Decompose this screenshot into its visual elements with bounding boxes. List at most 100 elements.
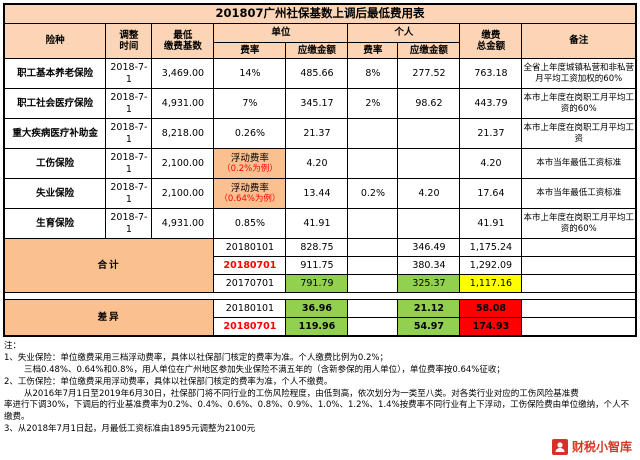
table-row-unemployment: 失业保险 2018-7-1 2,100.00 浮动费率 （0.64%为例） 13… (3, 178, 637, 209)
cell-unit-rate: 7% (213, 88, 287, 119)
cell-personal-amount (397, 148, 461, 179)
cell-base: 2,100.00 (151, 148, 215, 179)
cell-personal-rate (347, 148, 399, 179)
float-rate-example: （0.64%为例） (219, 194, 281, 205)
cell-total: 4.20 (459, 148, 523, 179)
cell-time: 2018-7-1 (105, 88, 153, 119)
cell-time: 2018-7-1 (105, 178, 153, 209)
note-line: 注： (4, 341, 22, 351)
cell-personal-amount: 4.20 (397, 178, 461, 209)
diff-row-20180101: 差异 20180101 36.96 21.12 58.08 (3, 299, 637, 337)
cell-time: 2018-7-1 (105, 148, 153, 179)
empty-cell (347, 238, 399, 257)
cell-remark: 全省上年度城镇私营和非私营月平均工资加权的60% (521, 58, 637, 89)
table-row-work-injury: 工伤保险 2018-7-1 2,100.00 浮动费率 （0.2%为例） 4.2… (3, 148, 637, 179)
cell-unit-amount: 41.91 (285, 208, 349, 239)
empty-cell (347, 256, 399, 275)
cell-name: 职工社会医疗保险 (3, 88, 107, 119)
cell-personal-amount: 277.52 (397, 58, 461, 89)
spacer-row (3, 292, 637, 300)
page-title: 201807广州社保基数上调后最低费用表 (3, 3, 637, 24)
empty-cell (347, 299, 399, 318)
totals-date: 20180701 (213, 256, 287, 275)
cell-unit-amount: 21.37 (285, 118, 349, 149)
totals-personal-amount: 346.49 (397, 238, 461, 257)
cell-name: 重大疾病医疗补助金 (3, 118, 107, 149)
float-rate-label: 浮动费率 (230, 152, 269, 164)
cell-remark: 本市上年度在岗职工月平均工资的60% (521, 88, 637, 119)
totals-unit-amount: 791.79 (285, 274, 349, 293)
totals-unit-amount: 828.75 (285, 238, 349, 257)
col-remark: 备注 (521, 23, 637, 59)
note-line: 从2016年7月1日至2019年6月30日，社保部门将不同行业的工伤风险程度，由… (24, 388, 579, 399)
cell-base: 4,931.00 (151, 208, 215, 239)
diff-label: 差异 (3, 299, 215, 337)
cell-total: 21.37 (459, 118, 523, 149)
diff-unit-amount: 36.96 (285, 299, 349, 318)
cell-time: 2018-7-1 (105, 58, 153, 89)
cell-total: 443.79 (459, 88, 523, 119)
cell-time: 2018-7-1 (105, 208, 153, 239)
cell-remark: 本市上年度在岗职工月平均工资的60% (521, 208, 637, 239)
totals-row-20170701: 20170701 791.79 325.37 1,117.16 (4, 274, 637, 293)
brand: 财税小智库 (551, 438, 632, 455)
col-personal-amount: 应缴金额 (397, 42, 461, 59)
totals-date: 20180101 (213, 238, 287, 257)
cell-name: 职工基本养老保险 (3, 58, 107, 89)
empty-cell (521, 238, 637, 257)
cell-remark: 本市当年最低工资标准 (521, 178, 637, 209)
empty-cell (521, 317, 637, 337)
diff-date: 20180101 (213, 299, 287, 318)
title-row: 201807广州社保基数上调后最低费用表 (3, 3, 637, 24)
totals-row-20180701: 20180701 911.75 380.34 1,292.09 (4, 256, 637, 275)
cell-base: 3,469.00 (151, 58, 215, 89)
totals-total: 1,117.16 (459, 274, 523, 293)
col-personal-rate: 费率 (347, 42, 399, 59)
cell-total: 17.64 (459, 178, 523, 209)
diff-total: 174.93 (459, 317, 523, 337)
float-rate-label: 浮动费率 (230, 182, 269, 194)
totals-total: 1,175.24 (459, 238, 523, 257)
cell-unit-amount: 485.66 (285, 58, 349, 89)
float-rate-example: （0.2%为例） (222, 164, 278, 175)
diff-row-20180701: 20180701 119.96 54.97 174.93 (4, 317, 637, 337)
col-unit-amount: 应缴金额 (285, 42, 349, 59)
diff-total: 58.08 (459, 299, 523, 318)
cell-name: 工伤保险 (3, 148, 107, 179)
note-line: 1、失业保险：单位缴费采用三档浮动费率，具体以社保部门核定的费率为准。个人缴费比… (4, 352, 389, 363)
note-line: 三档0.48%、0.64%和0.8%，用人单位在广州地区参加失业保险不满五年的（… (24, 364, 505, 375)
cell-remark: 本市上年度在岗职工月平均工资 (521, 118, 637, 149)
table-row-major-disease: 重大疾病医疗补助金 2018-7-1 8,218.00 0.26% 21.37 … (3, 118, 637, 149)
totals-total: 1,292.09 (459, 256, 523, 275)
cell-base: 4,931.00 (151, 88, 215, 119)
col-group-unit: 单位 (213, 23, 349, 43)
diff-personal-amount: 54.97 (397, 317, 461, 337)
cell-total: 41.91 (459, 208, 523, 239)
notes-section: 注： 1、失业保险：单位缴费采用三档浮动费率，具体以社保部门核定的费率为准。个人… (4, 341, 636, 436)
table-row-maternity: 生育保险 2018-7-1 4,931.00 0.85% 41.91 41.91… (3, 208, 637, 239)
cell-unit-amount: 345.17 (285, 88, 349, 119)
cell-unit-amount: 4.20 (285, 148, 349, 179)
cell-unit-rate-floating: 浮动费率 （0.2%为例） (213, 148, 287, 179)
col-min-base: 最低 缴费基数 (151, 23, 215, 59)
cell-personal-rate: 8% (347, 58, 399, 89)
col-unit-rate: 费率 (213, 42, 287, 59)
note-line: 率进行下调30%，下调后的行业基准费率为0.2%、0.4%、0.6%、0.8%、… (4, 400, 630, 423)
totals-row-20180101: 合计 20180101 828.75 346.49 1,175.24 (3, 238, 637, 293)
cell-personal-rate (347, 118, 399, 149)
table-row-pension: 职工基本养老保险 2018-7-1 3,469.00 14% 485.66 8%… (3, 58, 637, 89)
diff-date: 20180701 (213, 317, 287, 337)
diff-unit-amount: 119.96 (285, 317, 349, 337)
cell-name: 生育保险 (3, 208, 107, 239)
totals-unit-amount: 911.75 (285, 256, 349, 275)
col-adjust-time: 调整 时间 (105, 23, 153, 59)
cell-unit-rate-floating: 浮动费率 （0.64%为例） (213, 178, 287, 209)
empty-cell (521, 256, 637, 275)
cell-personal-rate (347, 208, 399, 239)
empty-cell (347, 317, 399, 337)
brand-logo-icon (551, 438, 568, 455)
cell-base: 8,218.00 (151, 118, 215, 149)
col-insurance: 险种 (3, 23, 107, 59)
empty-cell (521, 299, 637, 318)
